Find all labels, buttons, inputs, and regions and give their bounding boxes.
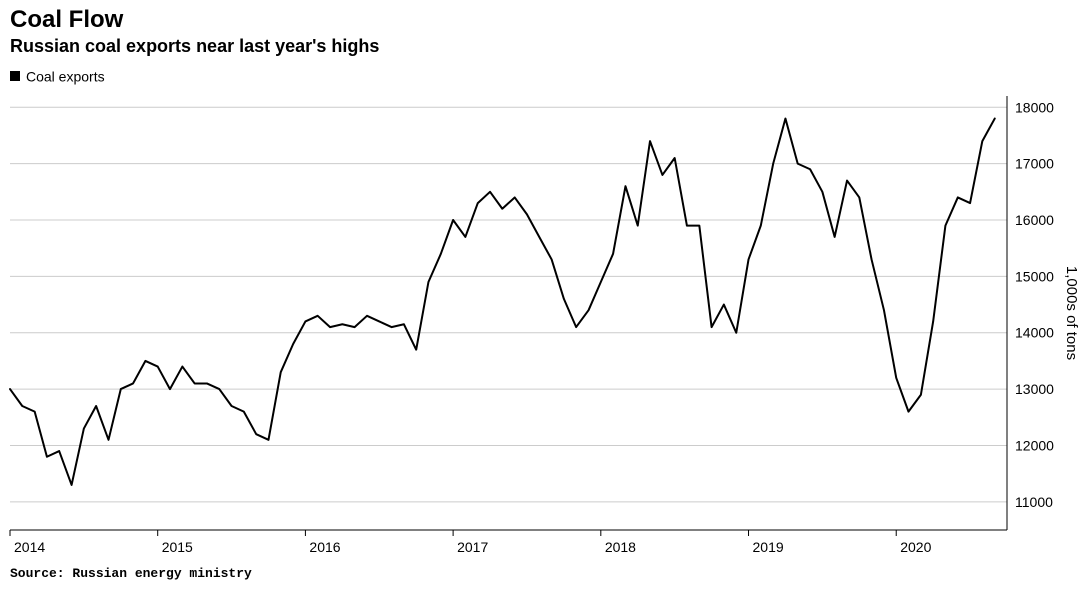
svg-text:2018: 2018 xyxy=(605,539,636,555)
svg-text:17000: 17000 xyxy=(1015,156,1054,172)
plot-area: 11000 12000 13000 14000 15000 16000 17000 18000… xyxy=(0,90,1079,560)
svg-text:2017: 2017 xyxy=(457,539,488,555)
svg-text:2020: 2020 xyxy=(900,539,931,555)
svg-text:2016: 2016 xyxy=(309,539,340,555)
svg-text:12000: 12000 xyxy=(1015,438,1054,454)
svg-text:2015: 2015 xyxy=(162,539,193,555)
svg-text:18000: 18000 xyxy=(1015,100,1054,116)
legend-label: Coal exports xyxy=(26,68,105,84)
svg-text:11000: 11000 xyxy=(1015,494,1053,510)
svg-text:13000: 13000 xyxy=(1015,381,1054,397)
svg-text:2014: 2014 xyxy=(14,539,45,555)
legend: Coal exports xyxy=(0,65,1079,90)
svg-text:2019: 2019 xyxy=(753,539,784,555)
svg-text:15000: 15000 xyxy=(1015,269,1054,285)
source-attribution: Source: Russian energy ministry xyxy=(0,560,1079,587)
svg-text:16000: 16000 xyxy=(1015,212,1054,228)
svg-text:1,000s of tons: 1,000s of tons xyxy=(1063,266,1079,360)
svg-text:14000: 14000 xyxy=(1015,325,1054,341)
legend-marker xyxy=(10,71,20,81)
coal-exports-line xyxy=(10,119,995,485)
chart-container: Coal Flow Russian coal exports near last… xyxy=(0,0,1079,606)
chart-subtitle: Russian coal exports near last year's hi… xyxy=(0,34,1079,65)
chart-title: Coal Flow xyxy=(0,0,1079,34)
line-chart-svg: 11000 12000 13000 14000 15000 16000 17000 18000… xyxy=(0,90,1079,560)
